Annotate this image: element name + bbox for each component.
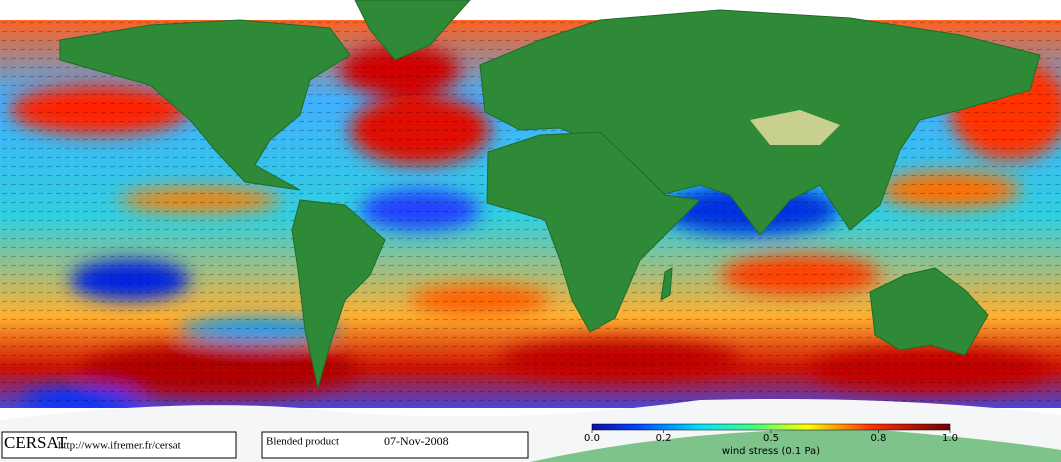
africa (486, 131, 702, 333)
colorbar-tick-label: 1.0 (942, 433, 958, 444)
url: http://www.ifremer.fr/cersat (58, 440, 181, 452)
colorbar-title: wind stress (0.1 Pa) (722, 446, 820, 457)
logo-box (1, 431, 237, 459)
land (59, 0, 1041, 389)
colorbar-scale (591, 423, 951, 431)
greenland (354, 0, 471, 61)
tibet (750, 110, 840, 145)
south-america (291, 199, 386, 389)
product-box (261, 431, 529, 459)
colorbar-tick-label: 0.0 (584, 433, 600, 444)
date: 07-Nov-2008 (384, 434, 449, 448)
footer: CERSAT http://www.ifremer.fr/cersat Blen… (1, 431, 529, 459)
north-america (59, 19, 351, 191)
colorbar-tick-label: 0.5 (763, 433, 779, 444)
logo: CERSAT (4, 433, 68, 452)
australia (869, 267, 989, 356)
colorbar: wind stress (0.1 Pa) 0.0 0.2 0.5 0.8 1.0 (584, 423, 958, 457)
product: Blended product (266, 436, 339, 448)
colorbar-tick-label: 0.2 (656, 433, 672, 444)
colorbar-tick-label: 0.8 (870, 433, 886, 444)
madagascar (660, 267, 673, 301)
